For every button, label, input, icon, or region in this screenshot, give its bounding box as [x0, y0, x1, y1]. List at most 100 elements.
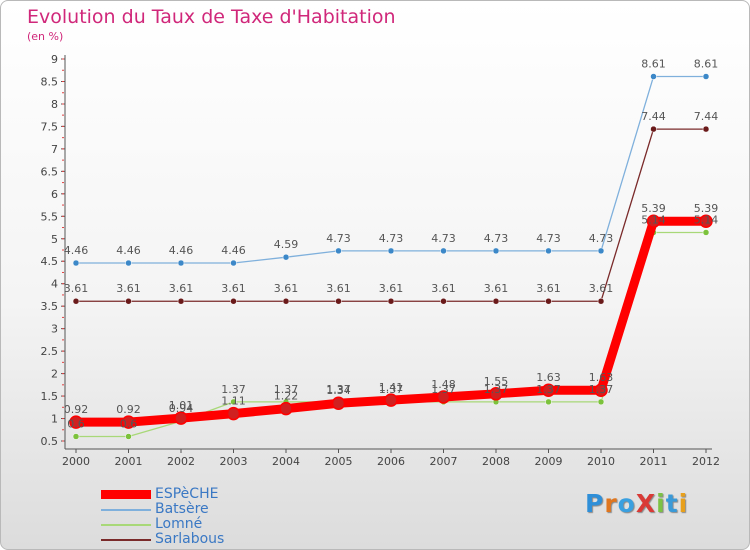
data-label: 8.61: [694, 58, 719, 71]
x-tick-label: 2001: [115, 455, 143, 468]
y-tick-label: 0.5: [41, 435, 59, 448]
y-tick-label: 8: [51, 98, 58, 111]
data-label: 4.73: [589, 232, 614, 245]
data-label: 1.48: [431, 378, 456, 391]
data-label: 1.37: [379, 383, 404, 396]
data-label: 1.37: [484, 383, 509, 396]
data-point: [594, 383, 608, 397]
data-label: 4.46: [221, 244, 246, 257]
data-label: 3.61: [589, 282, 614, 295]
data-point: [545, 247, 552, 255]
data-label: 7.44: [694, 110, 719, 123]
y-tick-label: 3.5: [41, 300, 59, 313]
logo-letter: P: [585, 489, 605, 518]
y-tick-label: 2: [51, 368, 58, 381]
proxiti-logo: ProXiti: [585, 489, 688, 518]
data-label: 3.61: [274, 282, 299, 295]
data-point: [440, 297, 447, 305]
data-label: 3.61: [116, 282, 141, 295]
data-point: [72, 259, 80, 267]
data-point: [230, 297, 237, 305]
y-tick-label: 7: [51, 143, 58, 156]
logo-letter: i: [678, 489, 689, 518]
data-label: 1.63: [536, 371, 561, 384]
y-tick-label: 2.5: [41, 345, 59, 358]
y-tick-label: 7.5: [41, 120, 59, 133]
data-point: [226, 406, 241, 421]
data-label: 1.34: [326, 384, 351, 397]
y-tick-label: 3: [51, 323, 58, 336]
data-label: 5.14: [694, 213, 719, 226]
data-point: [177, 297, 185, 305]
data-point: [702, 73, 710, 80]
data-label: 4.73: [484, 232, 509, 245]
data-point: [650, 125, 657, 133]
x-tick-label: 2005: [325, 455, 353, 468]
legend-label-espeche: ESPèCHE: [155, 486, 219, 502]
y-tick-label: 6.5: [41, 165, 59, 178]
data-label: 4.73: [431, 232, 456, 245]
x-tick-label: 2009: [535, 455, 563, 468]
data-label: 1.37: [536, 383, 561, 396]
data-point: [72, 297, 80, 305]
data-point: [702, 229, 710, 236]
data-label: 1.37: [431, 383, 456, 396]
data-label: 4.73: [536, 232, 561, 245]
data-point: [492, 247, 500, 255]
x-tick-label: 2004: [272, 455, 300, 468]
data-point: [702, 125, 710, 133]
data-point: [72, 433, 80, 440]
data-label: 0.6: [120, 418, 138, 431]
data-label: 4.59: [274, 238, 299, 251]
data-point: [489, 387, 503, 401]
y-tick-label: 1.5: [41, 390, 59, 403]
data-label: 7.44: [641, 110, 666, 123]
x-tick-label: 2002: [167, 455, 195, 468]
y-tick-label: 5.5: [41, 210, 59, 223]
data-point: [230, 259, 237, 267]
legend-swatch-batsere: [101, 509, 151, 511]
y-tick-label: 1: [51, 413, 58, 426]
x-tick-label: 2008: [482, 455, 510, 468]
chart-subtitle: (en %): [27, 30, 64, 43]
data-label: 4.73: [326, 232, 351, 245]
data-point: [125, 259, 132, 267]
data-point: [335, 297, 342, 305]
data-point: [541, 383, 556, 397]
logo-letter: i: [656, 489, 666, 518]
legend-label-lomne: Lomné: [155, 516, 203, 532]
legend-label-sarlabous: Sarlabous: [155, 531, 225, 547]
y-tick-label: 6: [51, 188, 58, 201]
data-label: 1.55: [484, 375, 509, 388]
x-tick-label: 2000: [62, 455, 90, 468]
logo-letter: r: [604, 489, 618, 518]
x-tick-label: 2006: [377, 455, 405, 468]
data-label: 0.92: [116, 403, 141, 416]
legend-label-batsere: Batsère: [155, 501, 209, 517]
data-point: [335, 247, 342, 255]
data-label: 3.61: [64, 282, 89, 295]
data-label: 1.37: [221, 383, 246, 396]
data-point: [650, 73, 657, 80]
data-point: [436, 390, 451, 404]
logo-letter: t: [665, 489, 679, 518]
data-point: [230, 398, 237, 406]
data-label: 5.39: [694, 202, 719, 215]
data-label: 3.61: [379, 282, 404, 295]
chart-title: Evolution du Taux de Taxe d'Habitation: [27, 6, 396, 28]
data-point: [597, 247, 605, 255]
y-tick-label: 4.5: [41, 255, 59, 268]
axes: 0.5 1 1.5 2 2.5 3 3.5 4 4.5 5 5.5 6 6.5 7 7.5 8 8.5 9 2000…: [41, 53, 721, 468]
data-label: 3.61: [536, 282, 561, 295]
data-label: 0.94: [169, 402, 194, 415]
legend-swatch-sarlabous: [101, 539, 151, 541]
data-point: [279, 401, 293, 416]
data-point: [597, 398, 605, 406]
data-point: [646, 214, 661, 228]
data-point: [282, 253, 290, 261]
data-point: [125, 433, 132, 440]
data-point: [384, 393, 398, 407]
data-point: [492, 297, 500, 305]
